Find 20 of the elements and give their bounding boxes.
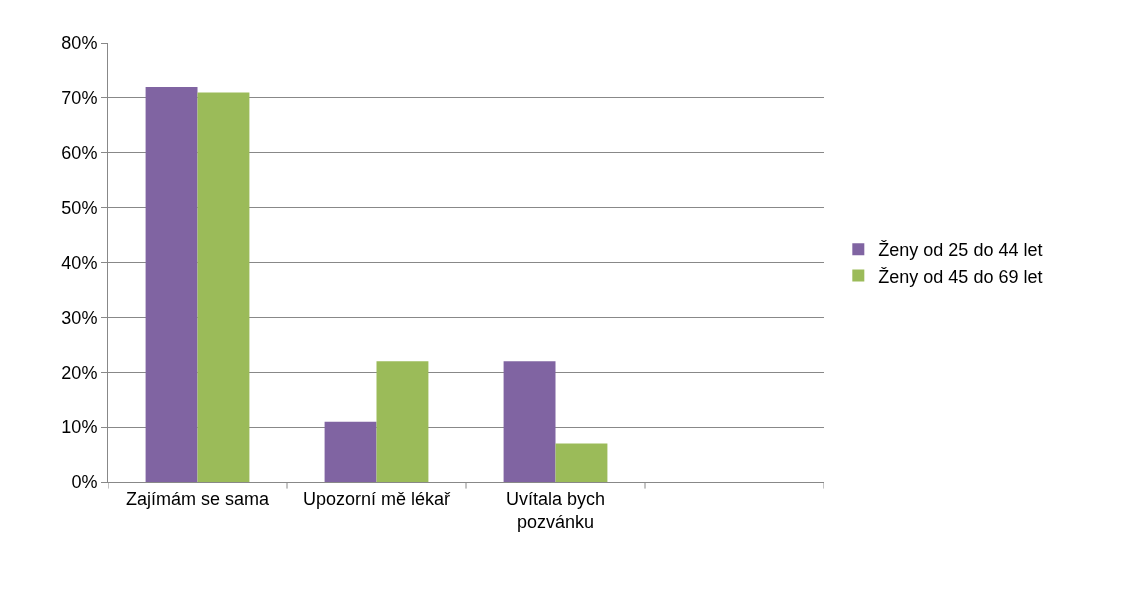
y-tick-label: 70% [61, 88, 98, 109]
bar [145, 86, 198, 482]
y-tick-label: 0% [71, 472, 98, 493]
bar [324, 421, 377, 482]
legend-label: Ženy od 25 do 44 let [878, 240, 1043, 261]
legend-label: Ženy od 45 do 69 let [878, 266, 1043, 287]
bar [197, 92, 250, 482]
bar [503, 361, 556, 482]
y-tick-label: 80% [61, 33, 98, 54]
y-tick-label: 30% [61, 307, 98, 328]
y-tick-label: 20% [61, 362, 98, 383]
bar [376, 361, 429, 482]
x-tick-label: Upozorní mě lékař [302, 488, 452, 509]
y-tick-label: 50% [61, 197, 98, 218]
bar [555, 443, 608, 482]
x-tick-label: Uvítala bych pozvánku [505, 488, 606, 532]
y-tick-label: 60% [61, 143, 98, 164]
y-tick-label: 40% [61, 252, 98, 273]
x-tick-label: Zajímám se sama [125, 488, 270, 509]
y-tick-label: 10% [61, 417, 98, 438]
